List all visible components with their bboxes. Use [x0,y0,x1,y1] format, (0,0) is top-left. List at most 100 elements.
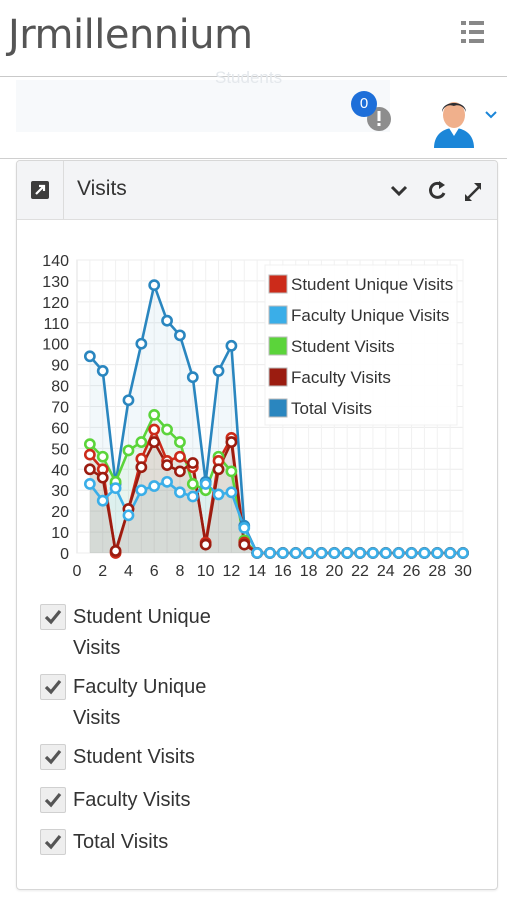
legend-swatch [268,305,288,325]
data-point [457,547,469,559]
data-point [199,538,212,551]
data-point [341,547,354,559]
data-point [212,365,225,377]
data-point [161,423,173,436]
data-point [444,547,457,559]
y-tick-label: 40 [51,462,69,479]
checkbox[interactable] [40,674,66,700]
data-point [392,547,405,559]
x-tick-label: 8 [175,563,184,580]
x-tick-label: 16 [274,563,292,580]
y-tick-label: 130 [42,274,69,291]
legend-label: Faculty Unique Visits [291,306,449,325]
x-tick-label: 4 [124,563,133,580]
data-point [96,494,109,507]
checkbox[interactable] [40,604,66,630]
legend-label: Total Visits [291,399,372,418]
toggle-label: Faculty Unique Visits [73,676,207,729]
data-point [122,444,135,457]
data-point [174,486,186,499]
data-point [405,547,418,559]
toggle-label: Total Visits [73,831,169,853]
data-point [212,463,225,476]
data-point [161,314,173,327]
checkbox[interactable] [40,744,66,770]
data-point [135,461,148,474]
y-tick-label: 20 [51,504,69,521]
x-tick-label: 26 [403,563,421,580]
sub-header-bar [16,80,390,132]
legend-label: Student Visits [291,337,395,356]
data-point [83,478,96,490]
series-area [89,285,463,553]
checkmark-icon [44,679,62,695]
data-point [186,490,199,503]
data-point [122,394,135,407]
data-point [367,547,379,559]
series-area [89,414,463,553]
data-point [174,329,186,342]
x-tick-label: 20 [325,563,343,580]
chart-legend [264,264,458,426]
data-point [186,371,199,384]
data-point [186,478,199,490]
checkmark-icon [44,792,62,808]
data-point [83,448,96,461]
fullscreen-icon[interactable] [465,183,481,201]
y-tick-label: 100 [42,337,69,354]
x-tick-label: 22 [351,563,369,580]
toggle-label: Student Unique Visits [73,606,211,659]
data-point [225,465,238,478]
y-tick-label: 70 [51,400,69,417]
data-point [135,436,148,448]
data-point [238,521,251,534]
panel-header: Visits [17,161,497,220]
data-point [186,457,199,469]
x-tick-label: 12 [223,563,241,580]
y-tick-label: 30 [51,483,69,500]
refresh-icon[interactable] [429,181,446,199]
data-point [148,436,161,448]
data-point [276,547,289,559]
data-point [83,438,96,451]
data-point [251,547,264,559]
data-point [96,471,109,484]
y-tick-label: 50 [51,441,69,458]
data-point [315,547,328,559]
top-bar: Jrmillennium [0,0,507,76]
checkbox[interactable] [40,829,66,855]
x-tick-label: 14 [248,563,266,580]
toggle-label: Student Visits [73,746,195,768]
checkmark-icon [44,834,62,850]
x-tick-label: 28 [428,563,446,580]
legend-label: Student Unique Visits [291,275,453,294]
legend-swatch [268,367,288,387]
data-point [148,408,161,421]
data-point [199,478,212,490]
data-point [83,463,96,476]
checkmark-icon [44,749,62,765]
app-title[interactable]: Jrmillennium [8,12,253,58]
data-point [83,350,96,363]
data-point [225,486,238,499]
notification-count-badge[interactable]: 0 [351,91,377,117]
data-point [174,436,186,448]
data-point [225,339,238,352]
y-tick-label: 140 [42,253,69,270]
header-divider [0,76,507,77]
data-point [135,337,148,350]
x-tick-label: 2 [98,563,107,580]
sub-header-divider [0,158,507,159]
data-point [148,480,161,492]
checkbox[interactable] [40,787,66,813]
collapse-icon[interactable] [390,185,408,197]
chevron-down-icon[interactable] [484,110,498,120]
user-avatar-icon[interactable] [430,94,478,148]
data-point [135,484,148,497]
list-menu-icon[interactable] [459,18,487,46]
y-tick-label: 120 [42,295,69,312]
data-point [354,547,366,559]
data-point [238,538,251,551]
external-link-icon[interactable] [31,181,49,199]
